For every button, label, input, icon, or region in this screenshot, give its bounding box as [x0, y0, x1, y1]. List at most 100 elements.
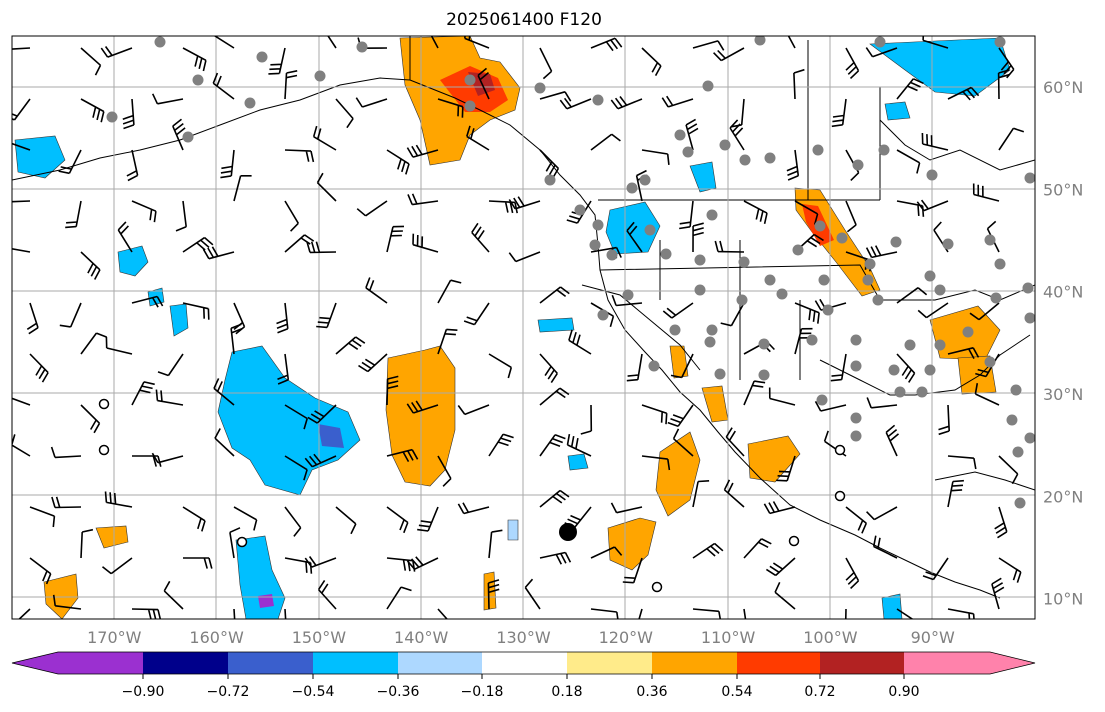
wind-barb [284, 455, 308, 481]
lon-tick-label: 120°W [599, 628, 654, 647]
wind-barb [268, 47, 286, 75]
wind-barb [477, 67, 490, 100]
lat-tick-label: 30°N [1043, 385, 1083, 404]
station-dot [1006, 414, 1018, 426]
wind-barb [131, 381, 155, 406]
station-dot [758, 338, 770, 350]
wind-barb [743, 200, 768, 224]
wind-barb [304, 453, 337, 468]
wind-barb [768, 387, 796, 406]
station-dot [758, 369, 770, 381]
station-dot [764, 152, 776, 164]
lon-tick-label: 150°W [292, 628, 347, 647]
station-dot [1024, 172, 1035, 184]
wind-barb [896, 200, 925, 217]
wind-barb [488, 433, 514, 457]
station-dot [464, 100, 476, 112]
wind-barb [312, 125, 337, 151]
wind-barb [233, 175, 252, 202]
station-dot [154, 36, 166, 48]
wind-barb [641, 404, 668, 425]
colorbar-band [482, 652, 567, 674]
wind-barb [641, 455, 671, 471]
wind-barb [667, 404, 694, 428]
wind-barb [508, 251, 541, 263]
station-dot [639, 174, 651, 186]
wind-barb [182, 506, 206, 532]
wind-barb [58, 149, 82, 175]
wind-barb [539, 434, 566, 457]
wind-barb [437, 455, 452, 487]
wind-barb [896, 149, 921, 174]
wind-barb [182, 47, 207, 72]
wind-barb [743, 538, 772, 559]
station-dot [934, 339, 946, 351]
wind-barb [131, 608, 162, 619]
wind-barb [80, 528, 94, 559]
station-dot [660, 248, 672, 260]
station-dot [182, 131, 194, 143]
wind-barb [998, 455, 1019, 485]
wind-barb [865, 47, 898, 58]
wind-barb [80, 332, 107, 355]
lon-tick-label: 90°W [911, 628, 955, 647]
station-dot [1012, 446, 1024, 458]
wind-barb [284, 404, 308, 430]
wind-barb [793, 68, 805, 100]
wind-barb [59, 302, 82, 328]
wind-barb [358, 353, 388, 373]
wind-barb [896, 608, 914, 619]
wind-barb [155, 389, 184, 406]
wind-barb [896, 353, 916, 383]
wind-barb [917, 302, 949, 319]
wind-barb [457, 404, 490, 416]
wind-barb [316, 172, 337, 202]
wind-barb [763, 501, 796, 515]
wind-barb [80, 404, 101, 434]
wind-barb [284, 234, 315, 253]
wind-barb [998, 127, 1025, 151]
wind-barb [713, 47, 745, 62]
wind-barb [437, 328, 458, 355]
wind-barb [463, 302, 490, 326]
station-open-circle [236, 536, 248, 548]
wind-barb [437, 98, 464, 118]
wind-barb [386, 149, 410, 175]
wind-barb [12, 397, 31, 406]
map-title: 2025061400 F120 [446, 10, 602, 30]
station-open-circle [834, 490, 846, 502]
lon-tick-label: 100°W [803, 628, 858, 647]
wind-barb [126, 149, 139, 182]
wind-barb [610, 96, 643, 110]
colorbar-band [820, 652, 904, 674]
wind-barb [102, 557, 133, 575]
station-dot [648, 360, 660, 372]
wind-barb [80, 47, 102, 76]
colorbar-extend-high [904, 652, 1035, 674]
wind-barb [276, 302, 289, 334]
station-dot [694, 254, 706, 266]
wind-barb [182, 302, 210, 320]
wind-barb [794, 233, 824, 253]
wind-barb [998, 47, 1015, 79]
lat-tick-label: 60°N [1043, 78, 1083, 97]
wind-barb [122, 98, 135, 130]
station-dot [754, 36, 766, 46]
station-dot [878, 144, 890, 156]
wind-barb [991, 577, 1005, 610]
wind-barb [172, 118, 186, 151]
lon-tick-label: 110°W [701, 628, 756, 647]
wind-barb [29, 557, 52, 585]
station-dot [592, 94, 604, 106]
station-dot [926, 169, 938, 181]
station-dot [694, 284, 706, 296]
station-open-circle [788, 535, 800, 547]
wind-barb [539, 286, 570, 304]
lon-tick-label: 170°W [87, 628, 142, 647]
lon-tick-label: 140°W [394, 628, 449, 647]
colorbar-tick-label: −0.36 [377, 684, 420, 700]
wind-barb [765, 557, 796, 577]
wind-barb [163, 580, 184, 610]
wind-barb [471, 222, 490, 253]
wind-barb [407, 193, 439, 206]
